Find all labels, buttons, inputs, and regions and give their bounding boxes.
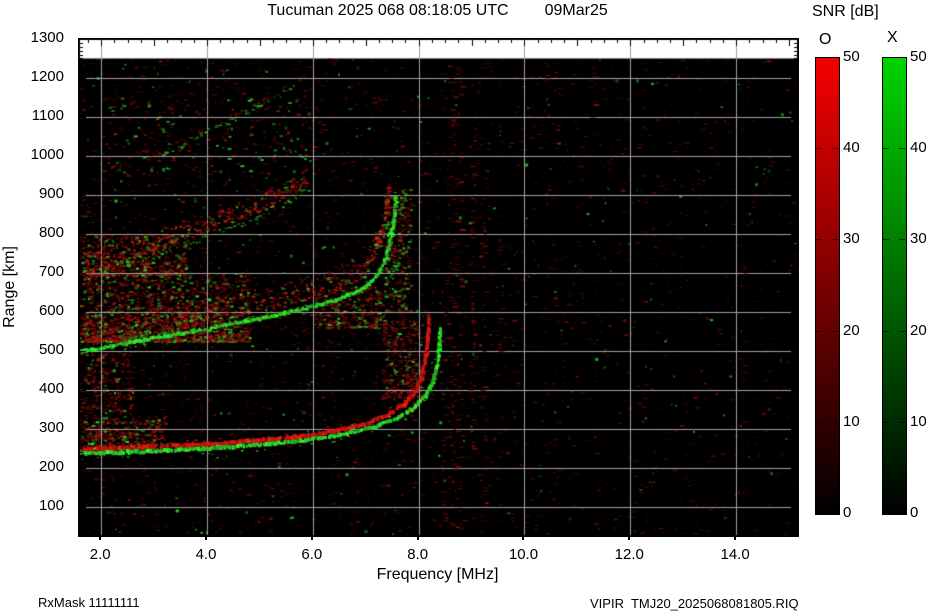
x-mode-label: X — [887, 29, 898, 46]
chart-title-date: 09Mar25 — [544, 2, 608, 19]
y-tick-label: 1200 — [30, 67, 64, 85]
o-mode-colorbar — [815, 57, 840, 515]
chart-title-station-time: Tucuman 2025 068 08:18:05 UTC — [267, 2, 509, 19]
data-file-label: VIPIR TMJ20_2025068081805.RIQ — [590, 596, 799, 611]
o-mode-label: O — [819, 31, 832, 48]
x-axis-outer-tick — [310, 536, 313, 540]
colorbar-tick-label: 0 — [910, 504, 919, 521]
colorbar-tick-label: 50 — [910, 48, 927, 65]
y-tick-label: 200 — [38, 457, 64, 475]
colorbar-tick-label: 10 — [843, 412, 860, 430]
y-tick-label: 400 — [38, 379, 64, 397]
colorbar-tick-label: 0 — [843, 504, 852, 521]
y-tick-label: 100 — [38, 496, 64, 514]
x-axis-outer-tick — [99, 536, 102, 540]
colorbar-tick-dash — [883, 330, 889, 332]
y-tick-label: 600 — [38, 301, 64, 319]
colorbar-tick-dash — [883, 148, 889, 150]
colorbar-tick-label: 20 — [843, 321, 860, 339]
colorbar-tick-dash — [883, 421, 889, 423]
x-mode-colorbar — [882, 57, 907, 515]
colorbar-tick-dash — [832, 148, 838, 150]
y-tick-label: 1100 — [31, 106, 64, 124]
colorbar-tick-label: 40 — [910, 139, 927, 157]
x-tick-label: 8.0 — [407, 546, 429, 563]
colorbar-tick-label: 30 — [910, 230, 927, 248]
colorbar-tick-dash — [899, 330, 905, 332]
rx-mask-label: RxMask 11111111 — [38, 595, 140, 610]
colorbar-tick-dash — [816, 239, 822, 241]
colorbar-tick-dash — [899, 421, 905, 423]
y-tick-label: 700 — [38, 262, 64, 280]
x-tick-label: 6.0 — [301, 546, 323, 563]
x-tick-label: 12.0 — [614, 546, 644, 563]
x-axis-outer-tick — [416, 536, 419, 540]
y-tick-label: 500 — [38, 340, 64, 358]
colorbar-tick-label: 30 — [843, 230, 860, 248]
colorbar-tick-dash — [816, 148, 822, 150]
x-tick-label: 10.0 — [508, 546, 539, 563]
ionogram-plot-frame — [78, 38, 799, 537]
ionogram-canvas — [79, 39, 798, 536]
colorbar-tick-dash — [832, 330, 838, 332]
x-axis-outer-tick — [628, 536, 631, 540]
snr-legend-title: SNR [dB] — [812, 3, 879, 20]
colorbar-tick-dash — [816, 421, 822, 423]
colorbar-tick-dash — [832, 239, 838, 241]
y-tick-label: 800 — [38, 223, 64, 241]
colorbar-tick-dash — [832, 421, 838, 423]
y-tick-label: 300 — [38, 418, 64, 436]
x-axis-outer-tick — [205, 536, 208, 540]
x-axis-outer-tick — [522, 536, 525, 540]
colorbar-tick-dash — [899, 239, 905, 241]
colorbar-tick-label: 40 — [843, 139, 860, 157]
y-tick-label: 1300 — [30, 29, 64, 46]
x-tick-label: 14.0 — [720, 546, 750, 563]
x-axis-title: Frequency [MHz] — [376, 566, 499, 583]
x-tick-label: 4.0 — [195, 546, 217, 563]
chart-title: Tucuman 2025 068 08:18:05 UTC 09Mar25 — [78, 2, 797, 20]
x-axis-outer-tick — [734, 536, 737, 540]
colorbar-tick-label: 10 — [910, 412, 927, 430]
colorbar-tick-dash — [899, 148, 905, 150]
colorbar-tick-label: 50 — [843, 48, 860, 65]
colorbar-tick-dash — [883, 239, 889, 241]
y-tick-label: 900 — [38, 184, 64, 202]
x-tick-label: 2.0 — [89, 546, 111, 563]
colorbar-tick-label: 20 — [910, 321, 927, 339]
colorbar-tick-dash — [816, 330, 822, 332]
y-tick-label: 1000 — [30, 145, 64, 163]
